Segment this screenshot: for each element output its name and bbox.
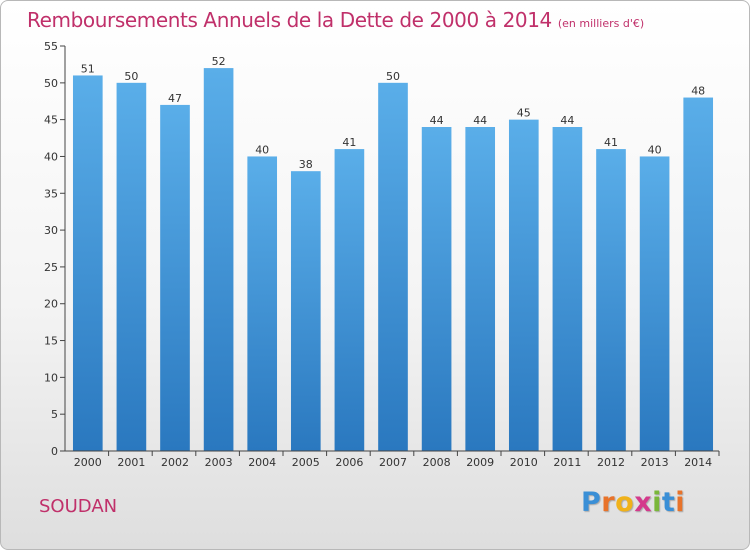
data-label: 52 (212, 55, 226, 68)
bar (290, 171, 321, 451)
data-label: 47 (168, 92, 182, 105)
bars: 51 50 47 52 40 38 41 50 44 44 45 44 41 40 48 (72, 55, 714, 452)
data-label: 38 (299, 158, 313, 171)
y-tick-label: 30 (44, 224, 58, 237)
data-label: 50 (386, 70, 400, 83)
bar (639, 156, 670, 452)
data-label: 40 (648, 143, 662, 156)
x-tick-label: 2004 (248, 456, 276, 469)
x-tick-label: 2009 (466, 456, 494, 469)
bar (508, 119, 539, 452)
y-tick-label: 25 (44, 261, 58, 274)
bar (160, 104, 190, 451)
data-label: 45 (517, 107, 531, 120)
chart-title: Remboursements Annuels de la Dette de 20… (27, 8, 644, 32)
y-tick-label: 5 (51, 408, 58, 421)
y-tick-label: 20 (44, 298, 58, 311)
data-label: 40 (255, 143, 269, 156)
data-label: 41 (604, 136, 618, 149)
x-tick-label: 2012 (597, 456, 625, 469)
x-tick-label: 2011 (553, 456, 581, 469)
logo-letter: P (581, 487, 602, 518)
data-label: 44 (560, 114, 574, 127)
x-tick-label: 2005 (292, 456, 320, 469)
bar (116, 82, 147, 452)
bar (72, 75, 103, 452)
y-tick-label: 50 (44, 77, 58, 90)
x-tick-label: 2014 (684, 456, 712, 469)
data-label: 48 (691, 85, 705, 98)
bar (683, 97, 714, 451)
y-tick-label: 45 (44, 114, 58, 127)
chart-title-text: Remboursements Annuels de la Dette de 20… (27, 8, 552, 32)
bar (378, 82, 408, 452)
y-tick-label: 10 (44, 371, 58, 384)
y-tick-label: 0 (51, 445, 58, 458)
bar (421, 127, 452, 451)
x-axis: 2000 2001 2002 2003 2004 2005 2006 2007 2008 2009… (65, 450, 720, 469)
proxiti-logo: Proxiti (581, 487, 685, 518)
y-tick-label: 55 (44, 40, 58, 53)
x-tick-label: 2006 (335, 456, 363, 469)
y-tick-label: 40 (44, 150, 58, 163)
data-label: 41 (342, 136, 356, 149)
bar (596, 149, 626, 451)
logo-letter: t (661, 487, 676, 518)
bar (465, 127, 496, 451)
y-tick-label: 35 (44, 187, 58, 200)
x-tick-label: 2013 (641, 456, 669, 469)
commune-name: SOUDAN (39, 496, 118, 517)
y-tick-label: 15 (44, 335, 58, 348)
chart-subtitle: (en milliers d'€) (557, 17, 645, 30)
bar (247, 156, 278, 452)
y-axis: 0 5 10 15 20 25 30 35 40 45 50 55 (44, 40, 66, 458)
logo-letter: r (601, 487, 616, 518)
x-tick-label: 2007 (379, 456, 407, 469)
logo-letter: i (652, 487, 662, 518)
x-tick-label: 2001 (117, 456, 145, 469)
data-label: 44 (473, 114, 487, 127)
bar (334, 149, 365, 451)
data-label: 44 (430, 114, 444, 127)
bar (552, 127, 583, 451)
logo-letter: i (675, 487, 686, 518)
x-tick-label: 2008 (423, 456, 451, 469)
x-tick-label: 2010 (510, 456, 538, 469)
data-label: 51 (81, 62, 95, 75)
logo-letter: o (615, 487, 635, 518)
bar (203, 68, 234, 451)
x-tick-label: 2000 (74, 456, 102, 469)
x-tick-label: 2002 (161, 456, 189, 469)
x-tick-label: 2003 (205, 456, 233, 469)
logo-letter: x (634, 487, 653, 518)
data-label: 50 (124, 70, 138, 83)
